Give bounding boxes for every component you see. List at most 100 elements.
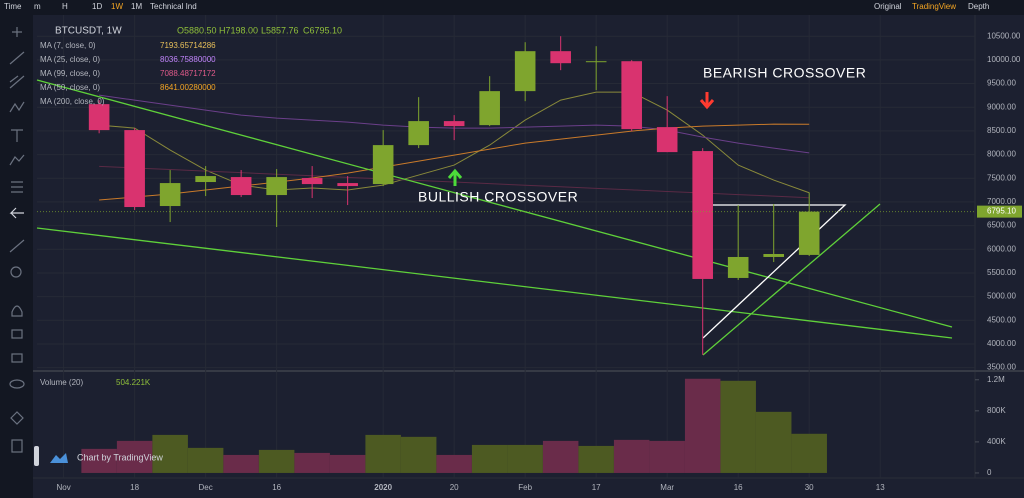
tool-icon[interactable] [11,181,23,193]
toolbar-button[interactable]: TradingView [912,2,956,11]
y-tick-label: 5500.00 [987,268,1016,277]
candle-body [692,151,713,279]
legend-label: MA (99, close, 0) [40,69,100,78]
x-tick-label: Nov [57,483,71,492]
x-tick-label: 16 [272,483,281,492]
watermark-text: Chart by TradingView [77,452,163,462]
volume-bar [755,411,792,473]
y-tick-label: 9500.00 [987,79,1016,88]
tool-icon[interactable] [9,101,25,113]
candle-body [656,127,678,153]
x-tick-label: Feb [518,483,532,492]
volume-bar [613,439,650,473]
y-tick-label: 4500.00 [987,315,1016,324]
tool-icon[interactable] [11,305,23,317]
volume-title: Volume (20) [40,378,83,387]
bull-arrow [447,168,463,186]
volume-bar [471,444,508,473]
y-tick-label: 7500.00 [987,173,1016,182]
tool-icons[interactable] [9,27,25,453]
toolbar-button[interactable]: Time [4,2,22,11]
legend-label: MA (7, close, 0) [40,41,96,50]
annotation: BULLISH CROSSOVER [418,189,578,205]
y-tick-label: 3500.00 [987,363,1016,372]
tool-icon[interactable] [9,75,25,89]
tool-icon[interactable] [9,207,24,219]
x-tick-label: 13 [876,483,885,492]
candle-body [266,177,287,196]
x-tick-label: 18 [130,483,139,492]
candle-body [159,183,181,207]
tool-icon[interactable] [9,379,25,389]
watermark: Chart by TradingView [34,446,163,466]
trend-line [36,79,953,328]
candle-body [301,178,323,185]
tool-icon[interactable] [9,154,25,166]
x-tick-label: 30 [805,483,814,492]
toolbar-items: Time m H 1D 1W 1M Technical Ind Original Trading… [4,2,989,11]
y-tick-label: 800K [987,406,1006,415]
watermark-handle [34,446,39,466]
tool-icon[interactable] [10,411,24,425]
toolbar-button[interactable]: Original [874,2,902,11]
toolbar-button[interactable]: 1M [131,2,142,11]
x-tick-label: 2020 [374,483,392,492]
toolbar-button[interactable]: m [34,2,41,11]
toolbar-button[interactable]: Technical Ind [150,2,197,11]
toolbar-button[interactable]: Depth [968,2,989,11]
volume-bar [791,433,827,473]
toolbar-button[interactable]: 1W [111,2,123,11]
legend-label: MA (200, close, 0) [40,97,105,106]
volume-bar [258,449,295,473]
y-tick-label: 6500.00 [987,221,1016,230]
ma-line [99,123,810,201]
volume-bar [187,447,224,473]
candle-body [621,61,642,130]
y-tick-label: 10000.00 [987,55,1021,64]
symbol-title: BTCUSDT, 1W [55,26,122,37]
legend-value: 8036.75880000 [160,55,216,64]
candles: 6795.10 [37,36,1022,355]
tool-icon[interactable] [11,353,23,363]
last-price-label: 6795.10 [987,207,1016,216]
y-tick-label: 8000.00 [987,150,1016,159]
x-tick-label: 20 [450,483,459,492]
candle-body [763,254,784,257]
y-tick-label: 1.2M [987,375,1005,384]
candle-body [727,256,749,278]
candle-body [479,91,500,126]
volume-bar [507,444,543,473]
tool-icon[interactable] [11,439,23,453]
watermark-logo [50,453,68,463]
tool-icon[interactable] [10,266,22,278]
volume-bar [152,434,188,473]
candle-body [443,121,465,127]
volume-value: 504.221K [116,378,151,387]
last-price-box [977,205,1022,218]
toolbar [0,0,1024,15]
tool-icon[interactable] [9,51,25,65]
bear-arrow [699,92,715,110]
trend-line [702,203,881,356]
tool-icon[interactable] [11,129,23,142]
candle-body [550,51,571,64]
volume-bar [365,434,401,473]
y-tick-label: 8500.00 [987,126,1016,135]
annotation: BEARISH CROSSOVER [703,65,866,81]
tool-icon[interactable] [9,239,25,253]
tool-icon[interactable] [12,27,22,37]
legend: BTCUSDT, 1W MA (7, close, 0) 7193.6571428… [40,25,342,106]
toolbar-button[interactable]: 1D [92,2,102,11]
candle-body [230,177,252,196]
toolbar-button[interactable]: H [62,2,68,11]
volume-bar [294,452,330,473]
x-tick-label: 17 [592,483,601,492]
tool-icon[interactable] [11,329,23,339]
volume-pane [81,378,827,473]
legend-label: MA (25, close, 0) [40,55,100,64]
volume-bar [578,445,614,473]
volume-bar [436,454,472,473]
y-tick-label: 400K [987,437,1006,446]
drawings [36,79,953,356]
y-tick-label: 6000.00 [987,244,1016,253]
